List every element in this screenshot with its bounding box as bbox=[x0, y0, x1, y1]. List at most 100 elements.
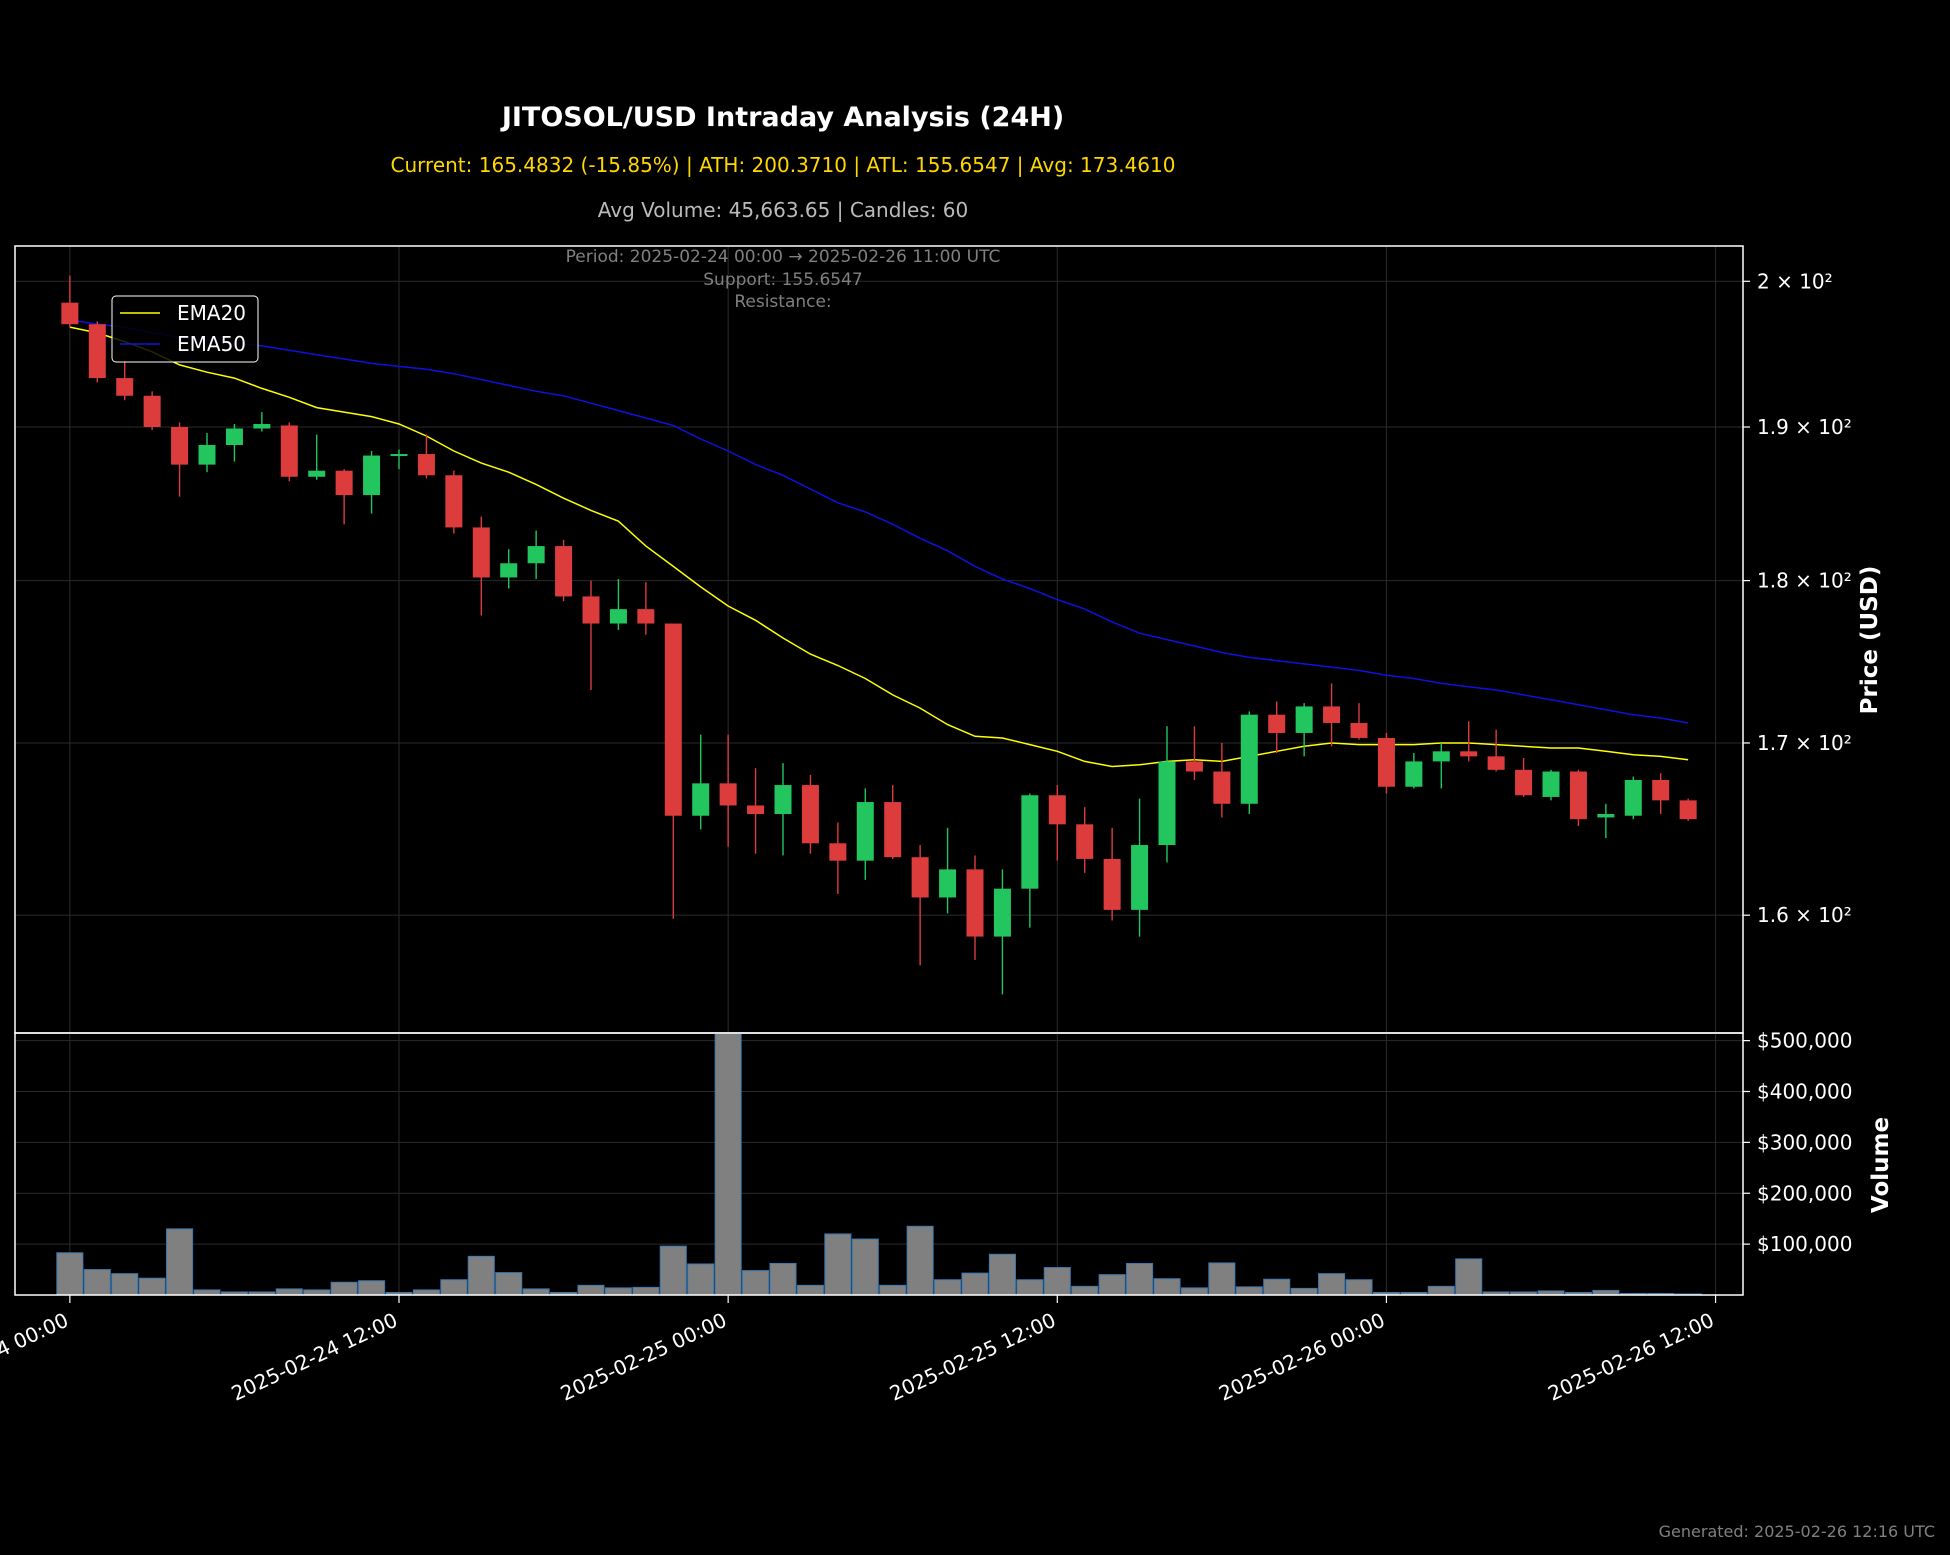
candle bbox=[692, 734, 710, 830]
candle bbox=[1624, 776, 1642, 820]
candle bbox=[363, 451, 381, 514]
candle-body bbox=[417, 454, 435, 476]
price-tick-label: 2 × 10² bbox=[1757, 269, 1833, 293]
volume-bar bbox=[1043, 1267, 1071, 1296]
volume-bar bbox=[934, 1279, 962, 1296]
candle-body bbox=[555, 546, 573, 597]
candle bbox=[335, 469, 353, 525]
candle-body bbox=[280, 425, 298, 477]
price-grid bbox=[15, 246, 1743, 1033]
volume-bar bbox=[742, 1270, 770, 1296]
candle-body bbox=[1185, 761, 1203, 772]
candle bbox=[1542, 769, 1560, 801]
candle bbox=[829, 822, 847, 894]
volume-bar bbox=[303, 1289, 331, 1296]
candle-body bbox=[527, 546, 545, 564]
candle-body bbox=[1542, 771, 1560, 797]
stats-line: Current: 165.4832 (-15.85%) | ATH: 200.3… bbox=[391, 153, 1176, 177]
price-tick-label: 1.6 × 10² bbox=[1757, 903, 1852, 927]
candle bbox=[61, 275, 79, 328]
price-axis-label: Price (USD) bbox=[1857, 566, 1883, 715]
volume-bar bbox=[769, 1262, 797, 1296]
period-annotation: Period: 2025-02-24 00:00 → 2025-02-26 11… bbox=[566, 247, 1001, 267]
candle-body bbox=[1679, 800, 1697, 820]
candle-body bbox=[88, 324, 106, 379]
legend: EMA20 EMA50 bbox=[111, 295, 259, 363]
candle-body bbox=[1048, 795, 1066, 825]
candle-body bbox=[1350, 722, 1368, 738]
volume-bar bbox=[193, 1289, 221, 1296]
candle-body bbox=[1240, 714, 1258, 804]
candle-body bbox=[225, 428, 243, 445]
candle bbox=[225, 424, 243, 462]
candle bbox=[1240, 711, 1258, 815]
candle bbox=[1295, 703, 1313, 757]
volume-bar bbox=[1263, 1278, 1291, 1296]
volume-bar bbox=[495, 1272, 523, 1296]
candle-body bbox=[363, 455, 381, 496]
volume-bar bbox=[1180, 1287, 1208, 1296]
ema-lines bbox=[69, 319, 1689, 768]
candle-body bbox=[966, 869, 984, 937]
price-tick-label: 1.8 × 10² bbox=[1757, 569, 1852, 593]
volume-bar bbox=[1016, 1279, 1044, 1296]
candle bbox=[1268, 701, 1286, 754]
volume-grid bbox=[15, 1033, 1743, 1295]
candle-body bbox=[1460, 751, 1478, 757]
volume-tick-label: $200,000 bbox=[1757, 1181, 1852, 1205]
candle bbox=[801, 774, 819, 854]
volume-bar bbox=[632, 1286, 660, 1296]
candle-body bbox=[939, 869, 957, 898]
candle-body bbox=[637, 609, 655, 624]
candle-body bbox=[1323, 706, 1341, 723]
volume-bar bbox=[56, 1252, 84, 1296]
candle bbox=[472, 516, 490, 616]
volume-bar bbox=[1098, 1274, 1126, 1296]
candle-body bbox=[1103, 858, 1121, 910]
legend-ema20-label: EMA20 bbox=[177, 301, 246, 325]
volume-bar bbox=[714, 1032, 742, 1296]
volume-bar bbox=[1126, 1262, 1154, 1296]
candle bbox=[911, 845, 929, 966]
candle bbox=[198, 432, 216, 473]
volume-bar bbox=[1071, 1285, 1099, 1296]
candle bbox=[280, 422, 298, 482]
candle-body bbox=[1515, 769, 1533, 796]
candle-body bbox=[253, 424, 271, 429]
candle-body bbox=[1432, 751, 1450, 762]
volume-tick-label: $300,000 bbox=[1757, 1130, 1852, 1154]
candle-body bbox=[116, 378, 134, 396]
candle-body bbox=[198, 444, 216, 465]
volume-panel: $100,000 $200,000 $300,000 $400,000 $500,000… bbox=[14, 1029, 1894, 1296]
candle-body bbox=[856, 802, 874, 861]
candle bbox=[253, 412, 271, 432]
volume-bar bbox=[83, 1269, 111, 1296]
candle bbox=[1048, 785, 1066, 861]
candle bbox=[1377, 732, 1395, 794]
candle-body bbox=[445, 475, 463, 528]
generated-timestamp: Generated: 2025-02-26 12:16 UTC bbox=[1659, 1522, 1935, 1541]
candle bbox=[856, 788, 874, 880]
volume-panel-frame bbox=[14, 1032, 1744, 1296]
volume-bar bbox=[659, 1245, 687, 1296]
candle bbox=[1131, 798, 1149, 937]
candle bbox=[1021, 793, 1039, 928]
volume-bar bbox=[851, 1238, 879, 1296]
candles bbox=[61, 275, 1697, 995]
candle-body bbox=[472, 527, 490, 578]
candle bbox=[1515, 758, 1533, 797]
candle bbox=[1323, 683, 1341, 747]
candle bbox=[171, 422, 189, 497]
candle bbox=[417, 434, 435, 479]
candle bbox=[308, 434, 326, 480]
candle bbox=[747, 768, 765, 854]
volume-bar bbox=[577, 1284, 605, 1296]
candle-body bbox=[664, 623, 682, 816]
candle-body bbox=[719, 783, 737, 806]
volume-summary: Avg Volume: 45,663.65 | Candles: 60 bbox=[598, 198, 969, 222]
volume-bar bbox=[467, 1255, 495, 1296]
candle-body bbox=[1487, 756, 1505, 770]
candle-body bbox=[1569, 771, 1587, 820]
candle-body bbox=[692, 783, 710, 816]
